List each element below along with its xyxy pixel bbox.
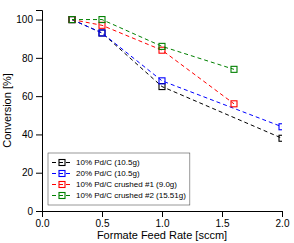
series-line	[72, 20, 282, 127]
x-tick-label: 1.5	[216, 218, 230, 229]
legend-marker	[59, 193, 65, 199]
y-tick-label: 100	[16, 14, 33, 25]
y-tick-mark	[36, 20, 42, 21]
legend-label: 10% Pd/C crushed #2 (15.51g)	[76, 191, 186, 200]
legend-item: 10% Pd/C crushed #1 (9.0g)	[52, 180, 177, 189]
x-tick: 0.5	[96, 211, 110, 229]
legend-label: 20% Pd/C (10.5g)	[76, 169, 140, 178]
point	[159, 43, 165, 49]
legend-label: 10% Pd/C (10.5g)	[76, 158, 140, 167]
y-tick-mark	[36, 134, 42, 135]
y-tick-mark	[36, 96, 42, 97]
x-tick-mark	[102, 211, 103, 217]
y-axis: 0 20 40 60 80 100	[16, 11, 42, 217]
x-axis: 0.0 0.5 1.0 1.5 2.0	[36, 211, 290, 229]
x-tick-mark	[162, 211, 163, 217]
x-tick: 0.0	[36, 211, 50, 229]
series-line	[72, 20, 234, 70]
legend-item: 10% Pd/C (10.5g)	[52, 158, 140, 167]
y-tick-label: 60	[22, 91, 34, 102]
point	[99, 17, 105, 23]
y-tick: 40	[22, 129, 42, 140]
x-axis-line	[43, 212, 283, 218]
y-tick-mark	[36, 58, 42, 59]
legend-marker	[59, 182, 65, 188]
plot: 0.0 0.5 1.0 1.5 2.0 0 20 40 60 80 100 Formate Feed …	[1, 11, 290, 242]
legend-swatch	[52, 173, 72, 174]
series	[69, 17, 282, 142]
y-tick: 100	[16, 14, 42, 25]
legend-marker	[59, 160, 65, 166]
legend-box	[48, 153, 190, 205]
point	[99, 30, 105, 36]
legend-item: 10% Pd/C crushed #2 (15.51g)	[52, 191, 186, 200]
point	[159, 78, 165, 84]
x-tick-mark	[282, 211, 283, 217]
x-tick: 2.0	[276, 211, 290, 229]
series-line	[72, 20, 234, 104]
x-tick: 1.5	[216, 211, 230, 229]
x-tick-label: 0.0	[36, 218, 50, 229]
y-tick: 20	[22, 167, 42, 178]
x-axis-title: Formate Feed Rate [sccm]	[97, 229, 227, 241]
legend-label: 10% Pd/C crushed #1 (9.0g)	[76, 180, 177, 189]
point	[69, 17, 75, 23]
x-tick-mark	[222, 211, 223, 217]
point	[159, 47, 165, 53]
x-tick-label: 0.5	[96, 218, 110, 229]
x-tick: 1.0	[156, 211, 170, 229]
y-tick-label: 20	[22, 167, 34, 178]
y-tick-label: 0	[27, 206, 33, 217]
point	[99, 22, 105, 28]
legend: 10% Pd/C (10.5g) 20% Pd/C (10.5g) 10% Pd/C…	[48, 153, 190, 205]
series	[69, 17, 237, 73]
x-tick-label: 1.0	[156, 218, 170, 229]
legend-swatch	[52, 162, 72, 163]
legend-marker	[59, 171, 65, 177]
marks	[69, 17, 282, 142]
legend-swatch	[52, 195, 72, 196]
y-tick-label: 80	[22, 53, 34, 64]
point	[279, 135, 282, 141]
point	[279, 124, 282, 130]
series	[69, 17, 237, 107]
y-tick-mark	[36, 173, 42, 174]
chart: 0.0 0.5 1.0 1.5 2.0 0 20 40 60 80 100 Formate Feed …	[0, 0, 294, 243]
y-tick: 60	[22, 91, 42, 102]
y-axis-line	[36, 11, 43, 212]
y-axis-title: Conversion [%]	[1, 73, 13, 148]
series-line	[72, 20, 282, 139]
y-tick-label: 40	[22, 129, 34, 140]
y-tick-mark	[36, 211, 42, 212]
y-tick: 80	[22, 53, 42, 64]
point	[231, 66, 237, 72]
series	[69, 17, 282, 130]
point	[159, 84, 165, 90]
y-tick: 0	[27, 206, 42, 217]
legend-swatch	[52, 184, 72, 185]
x-tick-label: 2.0	[276, 218, 290, 229]
point	[231, 101, 237, 107]
legend-item: 20% Pd/C (10.5g)	[52, 169, 140, 178]
